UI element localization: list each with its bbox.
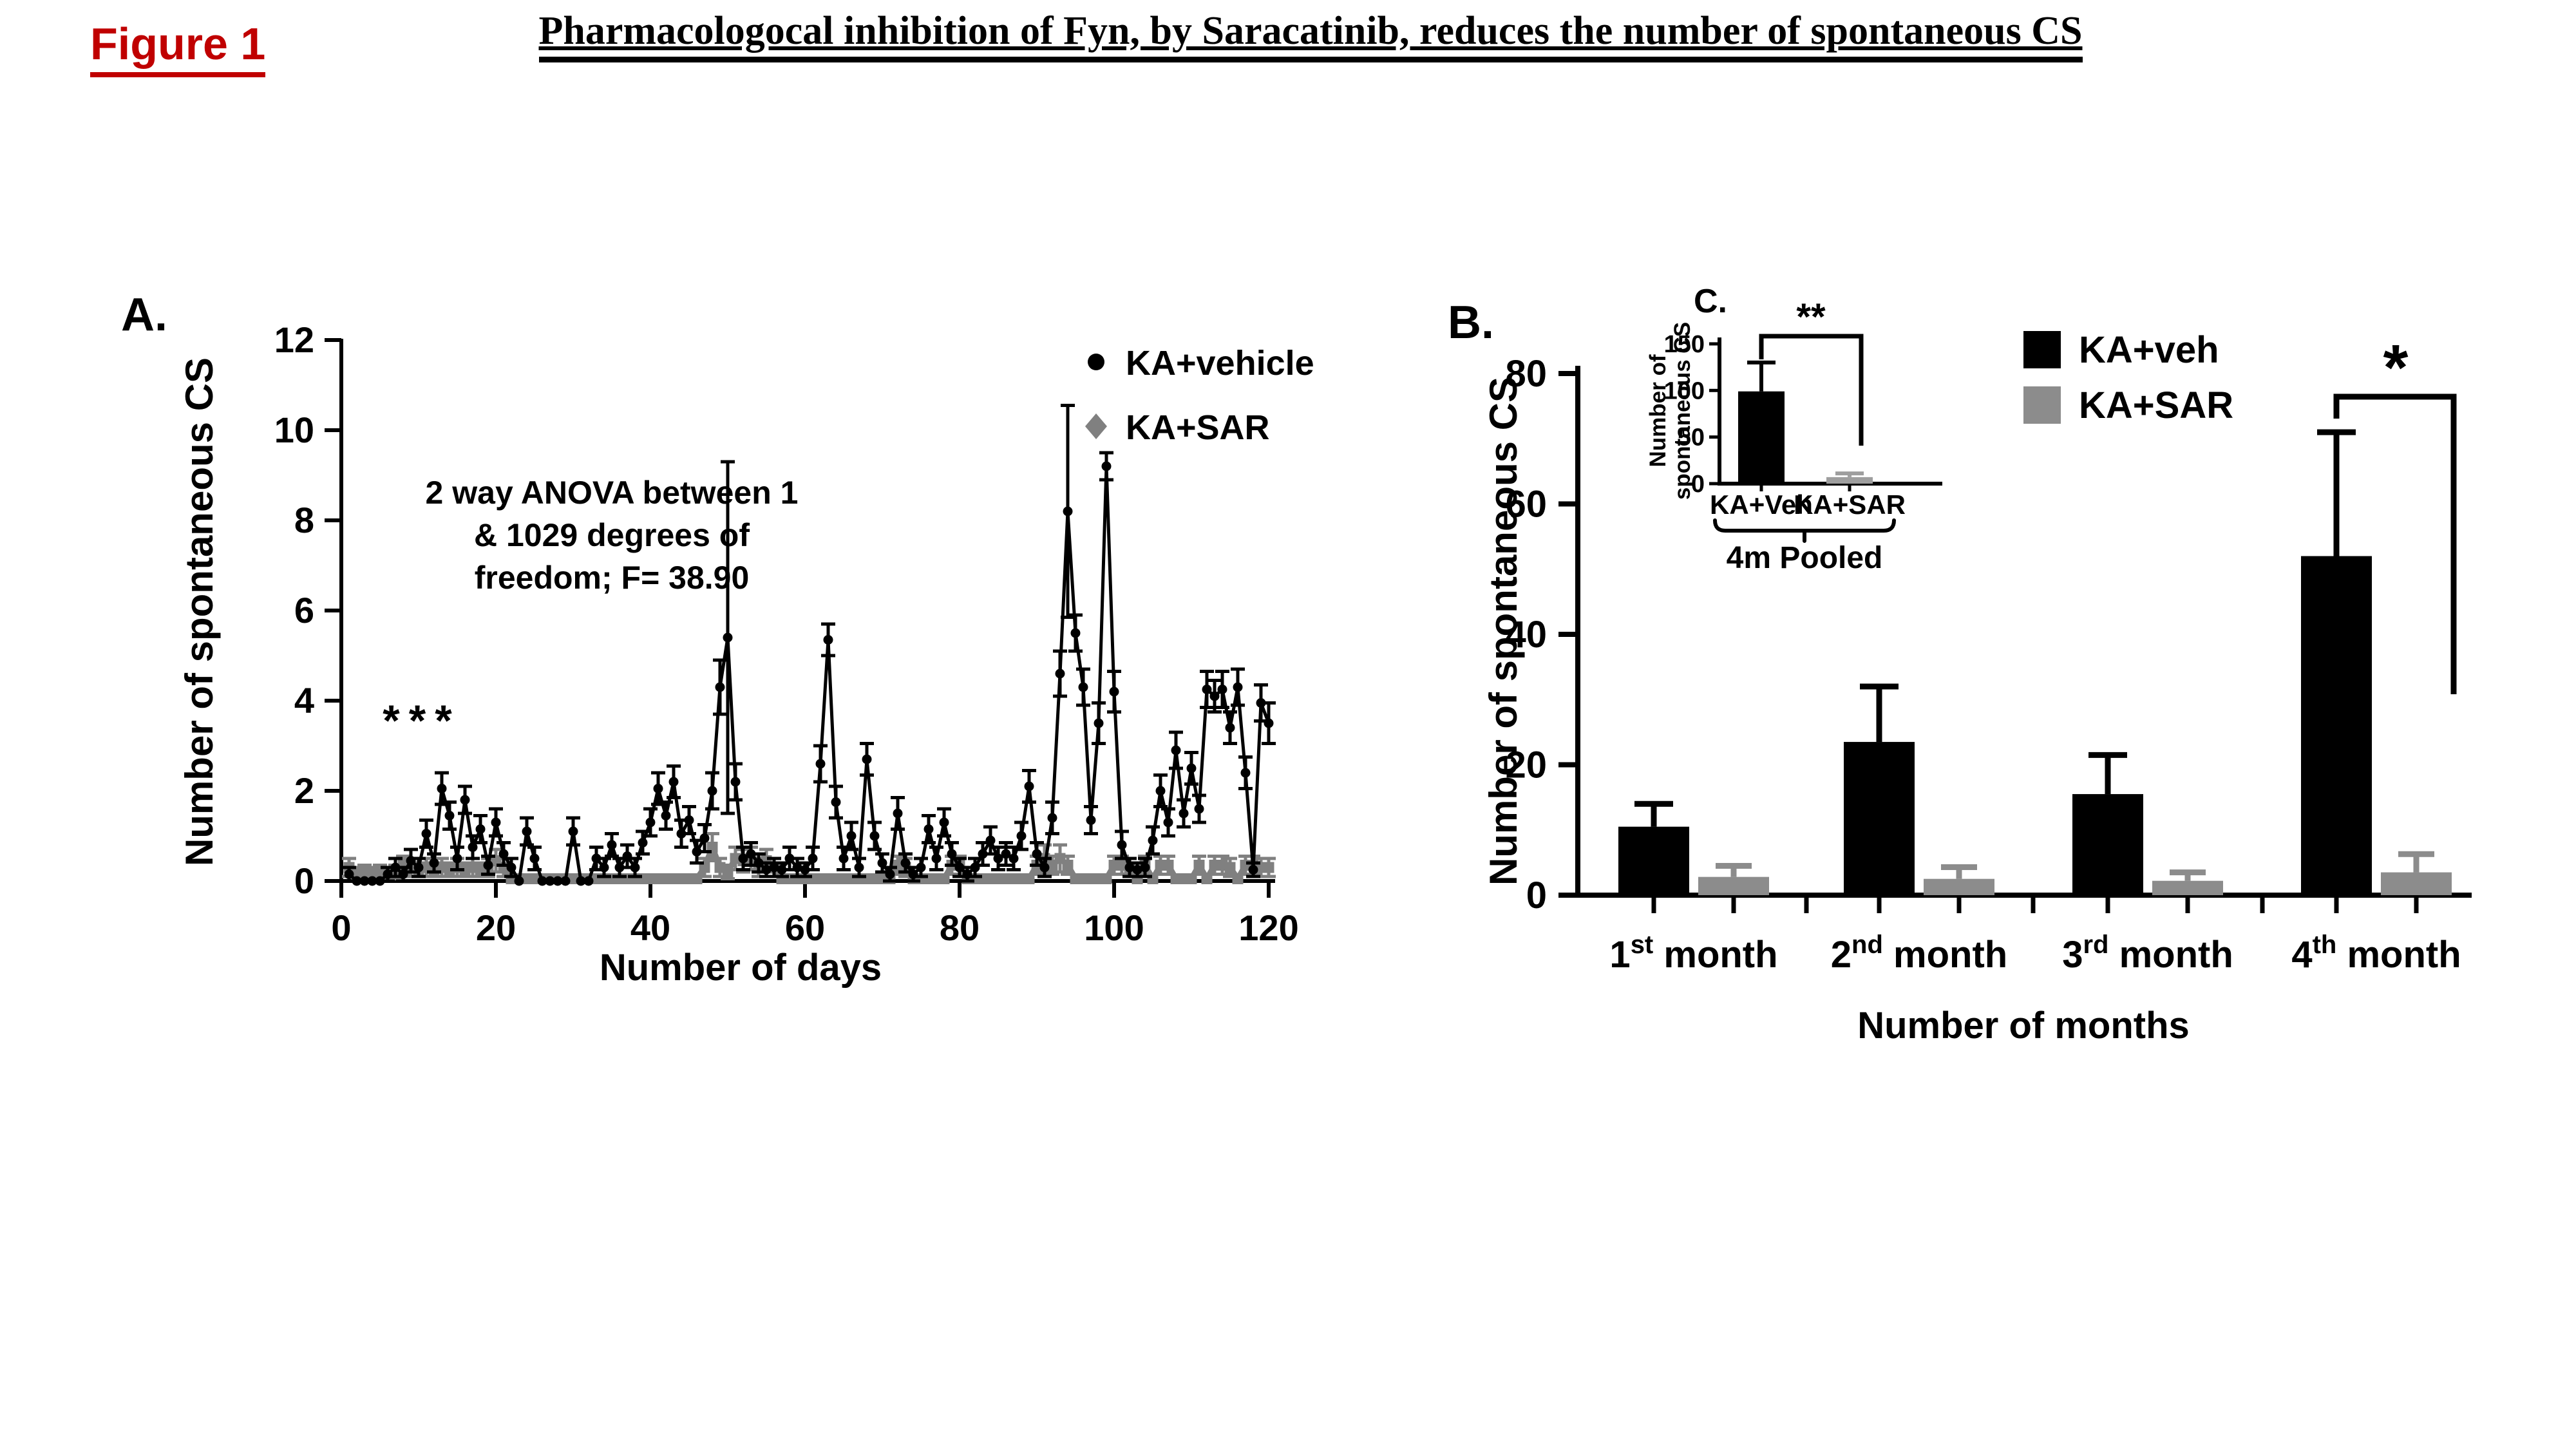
svg-text:freedom; F= 38.90: freedom; F= 38.90	[475, 560, 750, 596]
svg-text:60: 60	[1505, 484, 1547, 526]
svg-text:4m Pooled: 4m Pooled	[1727, 541, 1883, 575]
svg-text:Number of: Number of	[1645, 354, 1671, 467]
svg-text:Number of months: Number of months	[1857, 1005, 2190, 1046]
svg-text:*: *	[2383, 332, 2409, 404]
svg-text:Number of spontaneous CS: Number of spontaneous CS	[1482, 377, 1525, 886]
svg-text:2 way ANOVA between 1: 2 way ANOVA between 1	[426, 475, 799, 511]
svg-text:KA+SAR: KA+SAR	[1794, 489, 1906, 520]
svg-text:KA+veh: KA+veh	[2079, 329, 2219, 371]
svg-text:60: 60	[785, 907, 825, 948]
svg-text:80: 80	[940, 907, 980, 948]
svg-text:20: 20	[476, 907, 516, 948]
svg-text:2nd month: 2nd month	[1831, 931, 2007, 976]
svg-text:40: 40	[630, 907, 670, 948]
svg-text:50: 50	[1678, 424, 1705, 451]
svg-text:80: 80	[1505, 353, 1547, 395]
svg-text:3rd month: 3rd month	[2062, 931, 2233, 976]
svg-text:10: 10	[274, 410, 314, 450]
svg-text:1st month: 1st month	[1609, 931, 1777, 976]
svg-text:spontaneous CS: spontaneous CS	[1670, 322, 1695, 500]
svg-text:8: 8	[294, 500, 314, 540]
svg-text:6: 6	[294, 590, 314, 630]
svg-text:100: 100	[1084, 907, 1144, 948]
svg-text:**: **	[1796, 296, 1826, 338]
svg-text:***: ***	[383, 696, 460, 745]
svg-text:Number of spontaneous CS: Number of spontaneous CS	[178, 357, 221, 866]
svg-text:4: 4	[294, 680, 314, 721]
figure-number-label: Figure 1	[90, 18, 266, 77]
svg-text:KA+vehicle: KA+vehicle	[1126, 344, 1314, 383]
svg-text:40: 40	[1505, 614, 1547, 656]
svg-text:KA+SAR: KA+SAR	[1126, 408, 1270, 447]
svg-text:KA+SAR: KA+SAR	[2079, 384, 2233, 426]
svg-text:12: 12	[274, 319, 314, 360]
svg-text:4th month: 4th month	[2291, 931, 2461, 976]
svg-text:2: 2	[294, 770, 314, 811]
figure-title-wrap: Pharmacologocal inhibition of Fyn, by Sa…	[361, 9, 2260, 63]
svg-text:120: 120	[1238, 907, 1298, 948]
panel-c-label: C.	[1694, 283, 1727, 320]
svg-text:0: 0	[294, 860, 314, 901]
svg-text:Number of days: Number of days	[600, 947, 882, 989]
svg-text:150: 150	[1664, 331, 1705, 358]
svg-text:& 1029 degrees of: & 1029 degrees of	[474, 517, 750, 553]
panel-b-bar-chart: 0 20 40 60 80 1st month 2nd month 3rd month 4th …	[1482, 296, 2472, 1046]
panel-a-label: A.	[121, 289, 167, 341]
svg-text:0: 0	[331, 907, 351, 948]
figure-title: Pharmacologocal inhibition of Fyn, by Sa…	[538, 9, 2083, 63]
svg-text:0: 0	[1526, 875, 1547, 916]
panel-b-label: B.	[1448, 297, 1494, 348]
svg-text:100: 100	[1664, 377, 1705, 404]
svg-text:KA+Veh: KA+Veh	[1710, 489, 1813, 520]
svg-text:20: 20	[1505, 744, 1547, 786]
svg-text:0: 0	[1691, 471, 1705, 498]
